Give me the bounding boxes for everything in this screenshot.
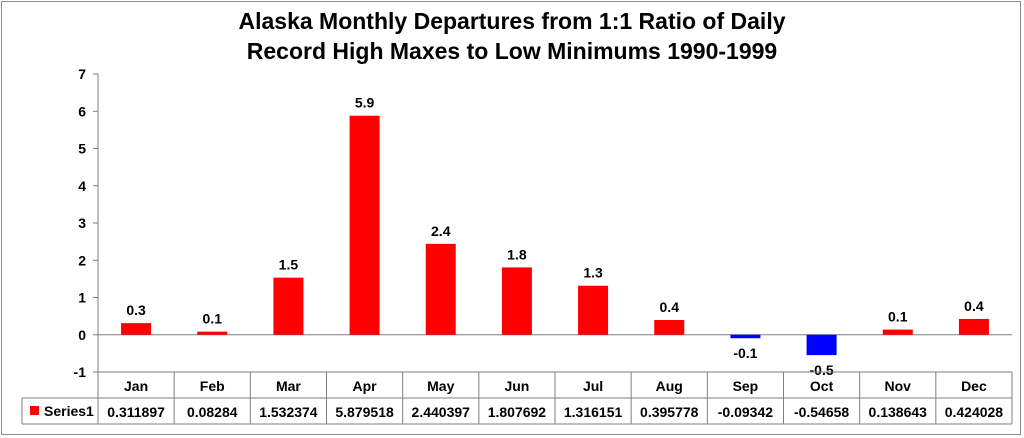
y-tick-label: -1 (74, 364, 87, 380)
data-label: -0.1 (733, 345, 757, 361)
bar (121, 323, 152, 335)
bar (730, 334, 761, 339)
category-label: Aug (656, 378, 683, 394)
table-value: 0.424028 (945, 404, 1004, 420)
y-tick-label: 5 (78, 141, 86, 157)
category-label: Apr (353, 378, 378, 394)
category-label: Dec (961, 378, 987, 394)
data-label: 0.1 (888, 309, 908, 325)
table-value: 0.395778 (640, 404, 699, 420)
table-value: 0.138643 (869, 404, 928, 420)
category-label: Sep (733, 378, 759, 394)
table-value: -0.54658 (794, 404, 849, 420)
data-label: 0.1 (203, 311, 223, 327)
y-tick-label: 7 (78, 66, 86, 82)
data-label: 2.4 (431, 223, 451, 239)
y-tick-label: 4 (78, 178, 86, 194)
bar (806, 334, 837, 356)
y-tick-label: 3 (78, 215, 86, 231)
data-label: -0.5 (810, 362, 834, 378)
bar (882, 329, 913, 335)
y-tick-label: 2 (78, 252, 86, 268)
category-label: Feb (200, 378, 225, 394)
category-label: Jun (504, 378, 529, 394)
bar (654, 320, 685, 335)
table-value: 1.532374 (259, 404, 318, 420)
category-label: Jan (124, 378, 148, 394)
y-tick-label: 0 (78, 327, 86, 343)
y-tick-label: 1 (78, 290, 86, 306)
category-label: Oct (810, 378, 834, 394)
data-label: 1.8 (507, 246, 527, 262)
bar (501, 267, 532, 335)
table-value: 5.879518 (335, 404, 394, 420)
chart-title-line2: Record High Maxes to Low Minimums 1990-1… (246, 38, 778, 64)
category-label: Nov (885, 378, 912, 394)
bar (958, 318, 989, 335)
table-value: -0.09342 (718, 404, 773, 420)
legend-key (30, 406, 39, 415)
table-value: 1.807692 (488, 404, 547, 420)
data-label: 5.9 (355, 95, 375, 111)
data-label: 1.5 (279, 257, 299, 273)
table-value: 1.316151 (564, 404, 623, 420)
chart-title: Alaska Monthly Departures from 1:1 Ratio… (0, 6, 1024, 66)
chart-title-line1: Alaska Monthly Departures from 1:1 Ratio… (238, 8, 786, 34)
bar (273, 277, 304, 335)
category-label: Mar (276, 378, 301, 394)
legend-series-name: Series1 (44, 403, 94, 419)
bar (578, 285, 609, 335)
data-label: 1.3 (583, 265, 603, 281)
bar (349, 115, 380, 335)
table-value: 0.311897 (107, 404, 165, 420)
data-label: 0.3 (126, 302, 146, 318)
table-value: 2.440397 (412, 404, 471, 420)
category-label: May (427, 378, 454, 394)
category-label: Jul (583, 378, 603, 394)
y-tick-label: 6 (78, 103, 86, 119)
bar (425, 243, 456, 335)
data-label: 0.4 (964, 298, 984, 314)
data-label: 0.4 (660, 299, 680, 315)
table-value: 0.08284 (187, 404, 238, 420)
bar (197, 331, 228, 335)
